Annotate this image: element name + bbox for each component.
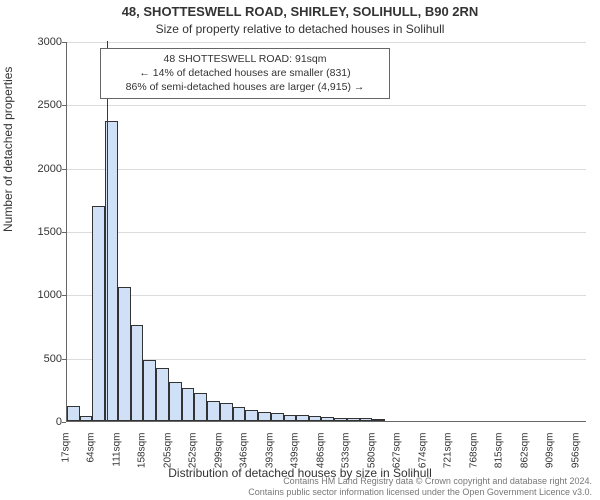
- x-tick-label: 17sqm: [61, 433, 72, 483]
- histogram-bar: [233, 407, 246, 421]
- x-tick-label: 815sqm: [494, 433, 505, 483]
- histogram-bar: [143, 360, 156, 421]
- histogram-bar: [309, 416, 322, 421]
- x-tick-label: 346sqm: [239, 433, 250, 483]
- x-tick-label: 439sqm: [290, 433, 301, 483]
- gridline: [67, 42, 586, 43]
- chart-title: 48, SHOTTESWELL ROAD, SHIRLEY, SOLIHULL,…: [0, 4, 600, 19]
- y-tick-label: 3000: [22, 36, 62, 48]
- y-tick-mark: [62, 359, 66, 360]
- x-tick-label: 299sqm: [213, 433, 224, 483]
- x-tick-label: 909sqm: [545, 433, 556, 483]
- x-tick-label: 158sqm: [137, 433, 148, 483]
- annotation-box: 48 SHOTTESWELL ROAD: 91sqm← 14% of detac…: [100, 48, 390, 99]
- y-tick-label: 1000: [22, 289, 62, 301]
- footer-line-2: Contains public sector information licen…: [248, 487, 592, 498]
- gridline: [67, 295, 586, 296]
- x-tick-label: 580sqm: [366, 433, 377, 483]
- histogram-bar: [245, 410, 258, 421]
- histogram-bar: [296, 415, 309, 421]
- histogram-bar: [258, 412, 271, 421]
- histogram-bar: [80, 416, 93, 421]
- x-tick-label: 486sqm: [315, 433, 326, 483]
- x-tick-label: 862sqm: [519, 433, 530, 483]
- y-tick-mark: [62, 295, 66, 296]
- y-tick-mark: [62, 232, 66, 233]
- y-tick-mark: [62, 105, 66, 106]
- y-tick-mark: [62, 169, 66, 170]
- histogram-bar: [334, 418, 347, 421]
- annotation-line: ← 14% of detached houses are smaller (83…: [109, 66, 381, 80]
- histogram-bar: [372, 419, 385, 421]
- y-tick-mark: [62, 422, 66, 423]
- x-tick-label: 111sqm: [111, 433, 122, 483]
- x-tick-label: 956sqm: [570, 433, 581, 483]
- histogram-bar: [118, 287, 131, 421]
- y-axis-label: Number of detached properties: [1, 67, 15, 232]
- chart-container: 48, SHOTTESWELL ROAD, SHIRLEY, SOLIHULL,…: [0, 0, 600, 500]
- annotation-line: 86% of semi-detached houses are larger (…: [109, 80, 381, 94]
- y-tick-label: 500: [22, 353, 62, 365]
- histogram-bar: [220, 403, 233, 421]
- y-tick-label: 1500: [22, 226, 62, 238]
- histogram-bar: [131, 325, 144, 421]
- y-tick-mark: [62, 42, 66, 43]
- x-tick-label: 627sqm: [392, 433, 403, 483]
- histogram-bar: [92, 206, 105, 421]
- x-tick-label: 252sqm: [188, 433, 199, 483]
- histogram-bar: [156, 368, 169, 421]
- x-tick-label: 768sqm: [468, 433, 479, 483]
- histogram-bar: [182, 388, 195, 421]
- gridline: [67, 232, 586, 233]
- gridline: [67, 169, 586, 170]
- annotation-line: 48 SHOTTESWELL ROAD: 91sqm: [109, 52, 381, 66]
- histogram-bar: [347, 418, 360, 421]
- histogram-bar: [169, 382, 182, 421]
- histogram-bar: [271, 413, 284, 421]
- x-tick-label: 205sqm: [162, 433, 173, 483]
- histogram-bar: [321, 417, 334, 421]
- histogram-bar: [284, 415, 297, 421]
- chart-subtitle: Size of property relative to detached ho…: [0, 22, 600, 36]
- x-tick-label: 674sqm: [417, 433, 428, 483]
- histogram-bar: [67, 406, 80, 421]
- histogram-bar: [194, 393, 207, 421]
- y-tick-label: 2500: [22, 99, 62, 111]
- x-tick-label: 393sqm: [264, 433, 275, 483]
- gridline: [67, 105, 586, 106]
- plot-area: [66, 42, 586, 422]
- y-tick-label: 0: [22, 416, 62, 428]
- histogram-bar: [207, 401, 220, 421]
- histogram-bar: [360, 418, 373, 421]
- x-tick-label: 721sqm: [443, 433, 454, 483]
- x-tick-label: 64sqm: [86, 433, 97, 483]
- x-tick-label: 533sqm: [341, 433, 352, 483]
- y-tick-label: 2000: [22, 163, 62, 175]
